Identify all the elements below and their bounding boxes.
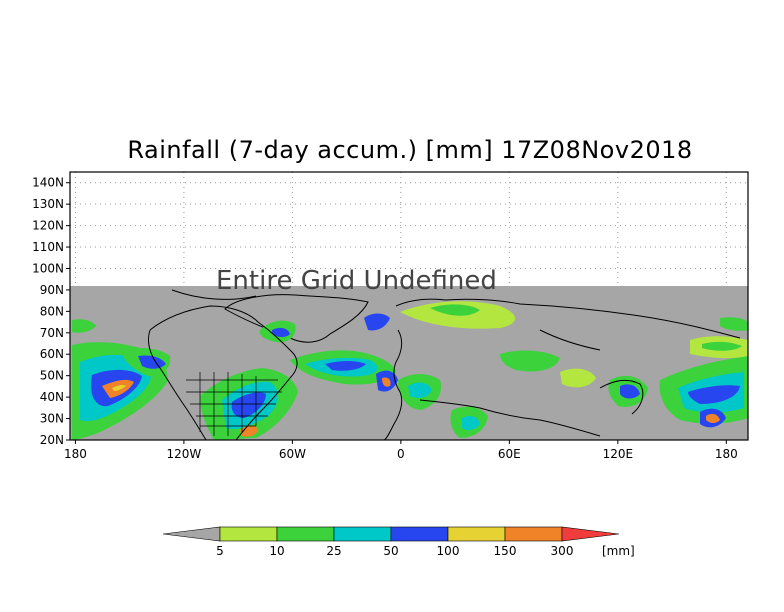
colorbar-label: 10 — [269, 544, 284, 558]
colorbar-label: 100 — [437, 544, 460, 558]
colorbar-swatch — [333, 526, 392, 542]
colorbar-swatch — [447, 526, 506, 542]
rainfall-field — [72, 289, 748, 440]
colorbar-label: 150 — [494, 544, 517, 558]
lat-tick-label: 40N — [40, 390, 64, 404]
lon-tick-label: 180 — [715, 447, 738, 461]
colorbar-swatch — [504, 526, 563, 542]
lat-tick-label: 70N — [40, 326, 64, 340]
colorbar-unit: [mm] — [602, 544, 635, 558]
longitude-axis: 180 120W 60W 0 60E 120E 180 — [64, 440, 738, 461]
lat-tick-label: 100N — [32, 261, 64, 275]
lon-tick-label: 60E — [498, 447, 521, 461]
colorbar: 5 10 25 50 100 150 300 — [162, 526, 620, 558]
lon-tick-label: 120W — [167, 447, 202, 461]
lat-tick-label: 30N — [40, 412, 64, 426]
lon-tick-label: 0 — [397, 447, 405, 461]
colorbar-swatch — [390, 526, 449, 542]
colorbar-swatch — [276, 526, 335, 542]
lon-tick-label: 60W — [279, 447, 306, 461]
colorbar-label: 300 — [551, 544, 574, 558]
lat-tick-label: 110N — [32, 240, 64, 254]
lat-tick-label: 50N — [40, 369, 64, 383]
colorbar-over-triangle — [561, 526, 620, 542]
lat-tick-label: 80N — [40, 304, 64, 318]
colorbar-label: 50 — [383, 544, 398, 558]
colorbar-label: 5 — [216, 544, 224, 558]
lon-tick-label: 180 — [64, 447, 87, 461]
lat-tick-label: 90N — [40, 283, 64, 297]
lat-tick-label: 120N — [32, 219, 64, 233]
colorbar-label: 25 — [326, 544, 341, 558]
lat-tick-label: 140N — [32, 176, 64, 190]
lat-tick-label: 20N — [40, 433, 64, 447]
lat-tick-label: 130N — [32, 197, 64, 211]
colorbar-swatch — [219, 526, 278, 542]
lat-tick-label: 60N — [40, 347, 64, 361]
lon-tick-label: 120E — [603, 447, 634, 461]
map-title: Rainfall (7-day accum.) [mm] 17Z08Nov201… — [127, 136, 693, 164]
undefined-notice: Entire Grid Undefined — [216, 266, 497, 296]
colorbar-under-triangle — [162, 526, 221, 542]
latitude-axis: 140N 130N 120N 110N 100N 90N 80N 70N 60N 50N 40N 30… — [32, 176, 70, 447]
plot-border — [69, 171, 749, 441]
